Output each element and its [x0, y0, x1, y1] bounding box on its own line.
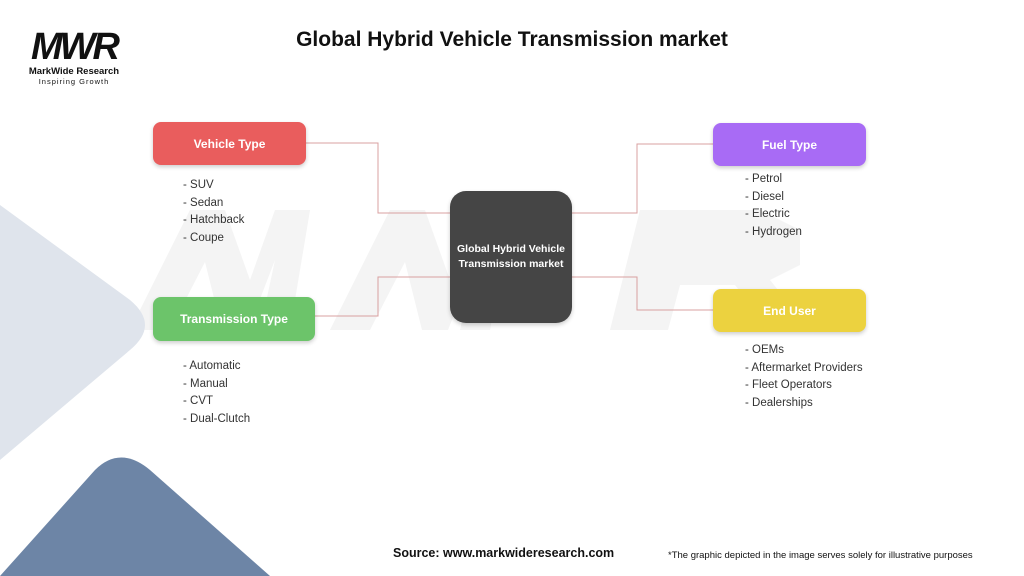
list-item: - Coupe: [183, 232, 224, 245]
center-node: Global Hybrid Vehicle Transmission marke…: [450, 191, 572, 323]
node-vehicle-type: Vehicle Type: [153, 122, 306, 165]
list-item: - SUV: [183, 179, 214, 191]
logo-mark: MWR: [31, 26, 120, 68]
logo-tagline: Inspiring Growth: [38, 77, 110, 86]
list-item: - Aftermarket Providers: [745, 361, 863, 374]
list-item: - Sedan: [183, 196, 224, 209]
node-fuel-type: Fuel Type: [713, 123, 866, 166]
list-item: - CVT: [183, 395, 214, 408]
list-item: - Manual: [183, 377, 228, 390]
logo-name: MarkWide Research: [28, 66, 120, 77]
list-item: - Automatic: [183, 360, 241, 372]
left-shape-dark: [0, 457, 270, 576]
list-item: - Petrol: [745, 173, 783, 185]
list-end-user: - OEMs - Aftermarket Providers - Fleet O…: [745, 342, 863, 413]
list-item: - Hatchback: [183, 214, 245, 227]
connectors: [306, 142, 713, 317]
disclaimer-note: *The graphic depicted in the image serve…: [668, 550, 973, 561]
list-item: - Diesel: [745, 190, 784, 203]
brand-logo: MWR MarkWide Research Inspiring Growth: [22, 28, 126, 86]
list-item: - Electric: [745, 208, 790, 221]
list-item: - Dual-Clutch: [183, 413, 251, 426]
source-text: Source: www.markwideresearch.com: [393, 546, 615, 560]
list-fuel-type: - Petrol - Diesel - Electric - Hydrogen: [745, 171, 802, 242]
node-transmission-type: Transmission Type: [153, 297, 315, 341]
list-item: - Hydrogen: [745, 226, 802, 239]
list-item: - Fleet Operators: [745, 379, 832, 392]
node-end-user: End User: [713, 289, 866, 332]
list-transmission-type: - Automatic - Manual - CVT - Dual-Clutch: [183, 358, 250, 429]
page-title: Global Hybrid Vehicle Transmission marke…: [296, 28, 728, 51]
list-item: - Dealerships: [745, 397, 813, 410]
left-shape-light: [0, 205, 145, 460]
list-vehicle-type: - SUV - Sedan - Hatchback - Coupe: [183, 177, 244, 248]
list-item: - OEMs: [745, 344, 784, 356]
